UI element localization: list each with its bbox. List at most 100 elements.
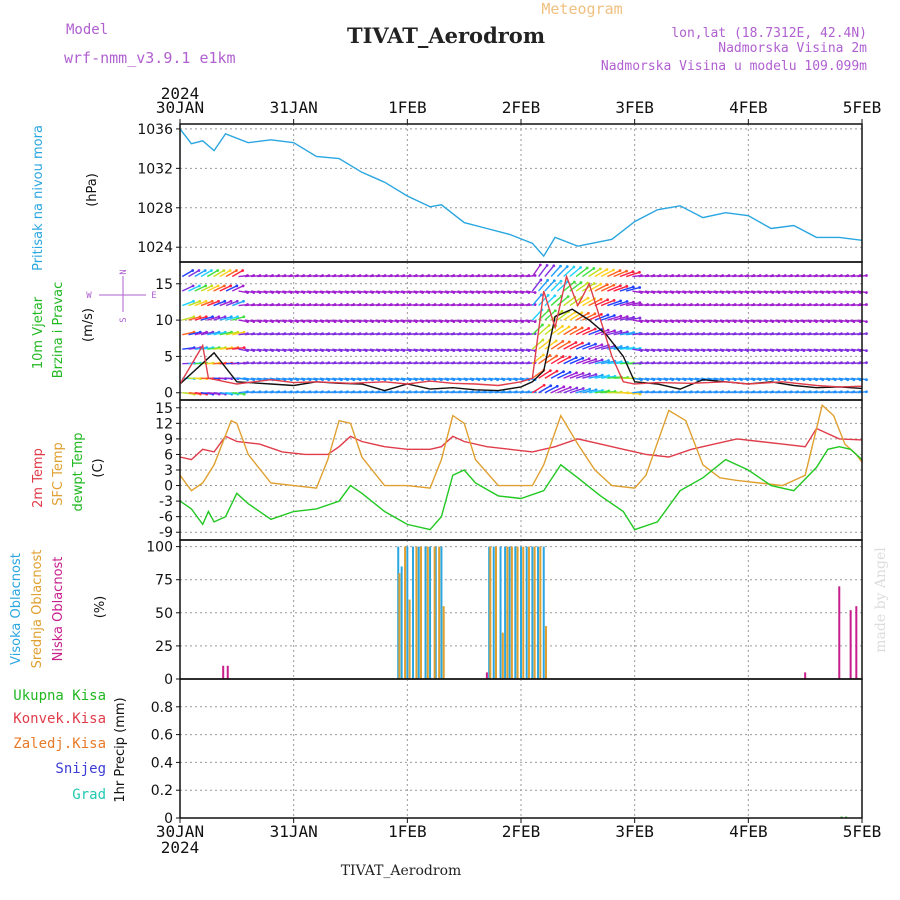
wind-arrow	[369, 348, 379, 352]
wind-arrow	[682, 348, 692, 352]
wind-arrow	[513, 348, 523, 352]
wind-arrow	[282, 348, 292, 352]
wind-arrow	[619, 316, 634, 321]
wind-arrow	[288, 290, 298, 294]
wind-arrow	[232, 346, 245, 350]
bar-mark	[226, 665, 229, 679]
wind-arrow	[701, 348, 711, 352]
wind-arrow	[269, 290, 279, 294]
wind-arrow	[307, 319, 317, 323]
wind-arrow	[488, 377, 498, 381]
wind-arrow	[757, 290, 767, 294]
wind-arrow	[632, 290, 642, 294]
wind-arrow	[531, 264, 541, 277]
wind-arrow	[538, 264, 548, 277]
wind-arrow-head	[581, 371, 585, 375]
bar-mark	[545, 626, 548, 679]
wind-arrow-head	[217, 315, 221, 319]
wind-arrow	[282, 377, 292, 381]
series-line	[179, 274, 863, 388]
wind-arrow	[563, 296, 576, 307]
wind-arrow	[194, 269, 206, 278]
wind-arrow	[813, 290, 823, 294]
wind-arrow	[200, 392, 214, 395]
wind-arrow-head	[217, 299, 220, 303]
wind-arrow-head	[547, 323, 551, 327]
wind-arrow	[419, 377, 429, 381]
wind-arrow	[307, 377, 317, 381]
wind-arrow	[600, 284, 615, 292]
wind-arrow	[288, 319, 298, 323]
wind-arrow	[213, 392, 226, 395]
wind-arrow	[575, 358, 590, 365]
wind-arrow-head	[242, 330, 246, 334]
wind-arrow	[794, 290, 805, 294]
wind-arrow	[488, 319, 498, 323]
wind-arrow-head	[572, 265, 576, 269]
wind-arrow	[819, 348, 830, 352]
wind-arrow-head	[554, 339, 558, 343]
wind-arrow	[213, 269, 225, 278]
wind-arrow-head	[594, 342, 597, 346]
wind-arrow	[313, 377, 323, 381]
wind-arrow-head	[594, 357, 598, 361]
wind-arrow	[338, 319, 348, 323]
wind-arrow	[550, 295, 562, 307]
wind-arrow	[294, 348, 304, 352]
wind-arrow	[463, 290, 473, 294]
wind-arrow-head	[586, 281, 590, 285]
wind-arrow	[275, 319, 286, 323]
wind-arrow	[325, 348, 336, 352]
wind-arrow	[682, 319, 692, 323]
wind-arrow	[413, 377, 423, 381]
bar-mark	[397, 546, 400, 679]
wind-arrow	[582, 282, 595, 292]
wind-arrow	[432, 290, 442, 294]
wind-arrow-head	[552, 279, 556, 283]
top-time-labels: 30JAN 31JAN 1FEB 2FEB 3FEB 4FEB 5FEB	[156, 98, 881, 117]
wind-arrow	[344, 377, 354, 381]
wind-arrow	[325, 377, 336, 381]
wind-arrow	[231, 269, 244, 278]
model-elevation-info: Nadmorska Visina u modelu 109.099m	[601, 59, 867, 74]
wind-arrow	[469, 290, 479, 294]
bar-mark	[838, 586, 841, 679]
wind-arrow	[644, 348, 655, 352]
wind-arrow	[419, 290, 429, 294]
wind-arrow	[832, 348, 842, 352]
wind-arrow	[594, 329, 609, 336]
wind-arrow	[188, 331, 201, 336]
bar-mark	[514, 546, 517, 679]
wind-arrow	[657, 319, 667, 323]
bottom-time-label: 4FEB	[729, 822, 768, 841]
wind-arrow-head	[575, 371, 578, 375]
wind-arrow	[544, 340, 557, 350]
y-tick-label: 15	[155, 401, 173, 417]
wind-arrow	[607, 300, 621, 307]
wind-arrow	[213, 316, 226, 321]
wind-arrow	[488, 290, 498, 294]
wind-arrow-head	[638, 270, 641, 274]
wind-arrow	[188, 285, 200, 292]
wind-arrow	[588, 344, 603, 350]
wind-arrow	[594, 344, 609, 350]
wind-arrow	[632, 348, 642, 352]
wind-arrow	[438, 348, 448, 352]
wind-arrow	[382, 319, 392, 323]
wind-arrow	[607, 269, 621, 278]
wind-arrow	[669, 377, 680, 381]
wind-arrow	[682, 290, 692, 294]
watermark: made by Angel	[873, 547, 889, 653]
wind-arrow	[544, 325, 557, 336]
wind-arrow	[257, 319, 267, 323]
wind-arrow	[632, 319, 642, 323]
bar-mark	[499, 546, 502, 679]
wind-arrow-head	[600, 358, 604, 362]
series-line	[179, 445, 863, 531]
compass-s: S	[119, 317, 129, 322]
wind-arrow-head	[612, 314, 616, 317]
bottom-year-label: 2024	[161, 838, 200, 857]
wind-arrow	[200, 331, 213, 336]
wind-arrow	[556, 326, 570, 336]
